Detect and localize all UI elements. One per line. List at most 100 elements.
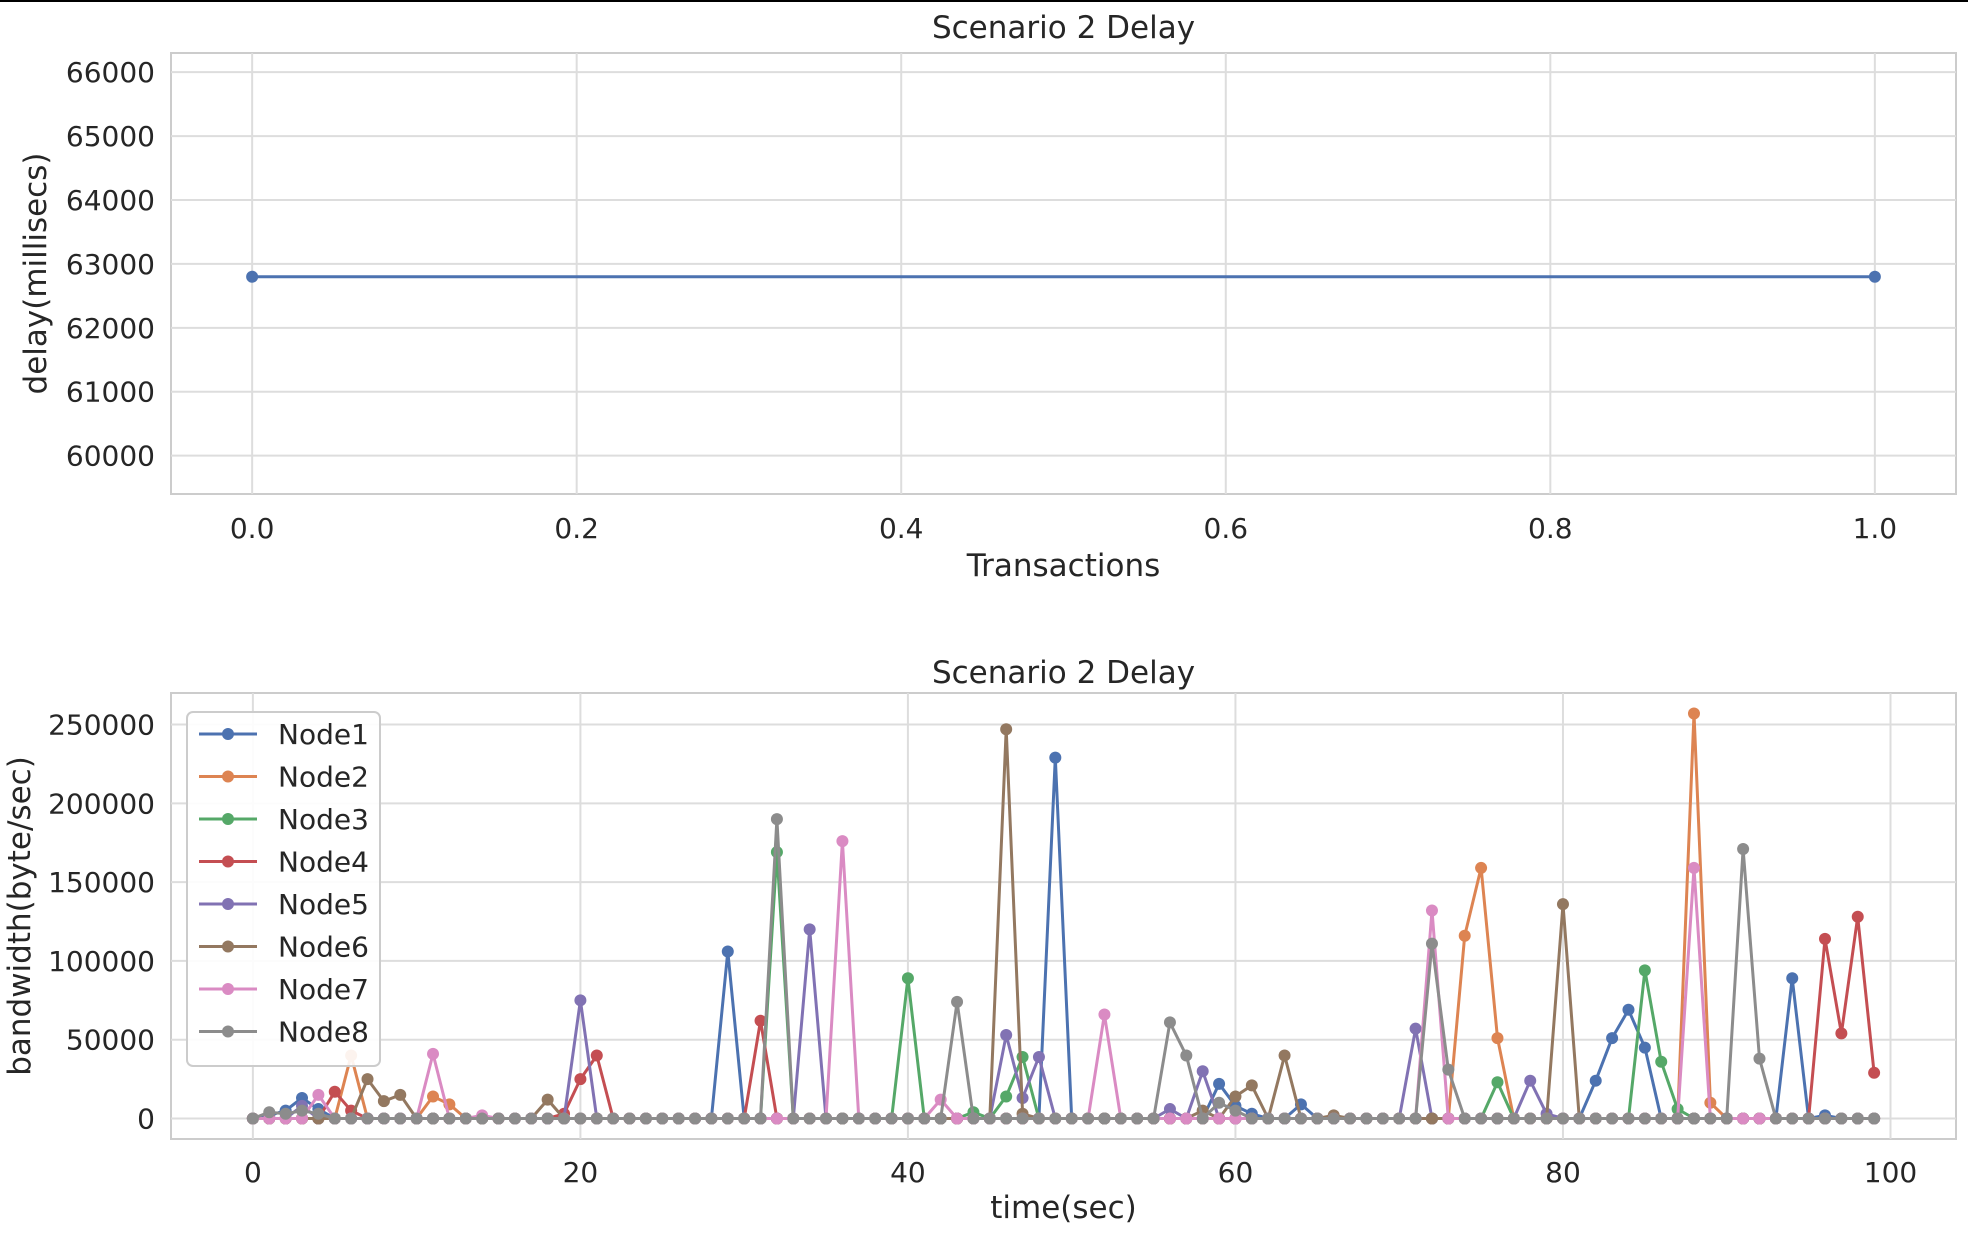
delay-y-axis-label: delay(millisecs): [18, 153, 54, 395]
legend-label: Node8: [278, 1016, 369, 1049]
data-point: [836, 1112, 849, 1125]
data-point: [1196, 1065, 1209, 1078]
data-point: [1065, 1112, 1078, 1125]
data-point: [836, 835, 849, 848]
data-point: [1573, 1112, 1586, 1125]
data-point: [1213, 1112, 1226, 1125]
data-point: [1016, 1051, 1029, 1064]
delay-x-axis-label: Transactions: [966, 548, 1161, 584]
legend-marker: [222, 770, 234, 783]
data-point: [1524, 1074, 1537, 1087]
legend-marker: [222, 1025, 234, 1038]
data-point: [721, 945, 734, 958]
legend-label: Node5: [278, 888, 369, 921]
data-point: [1245, 1112, 1258, 1125]
data-point: [820, 1112, 833, 1125]
data-point: [1606, 1112, 1619, 1125]
data-point: [1556, 1112, 1569, 1125]
data-point: [951, 1112, 964, 1125]
data-point: [345, 1112, 358, 1125]
data-point: [1376, 1112, 1389, 1125]
data-point: [1818, 932, 1831, 945]
data-point: [1213, 1096, 1226, 1109]
data-point: [410, 1112, 423, 1125]
legend-label: Node6: [278, 931, 369, 964]
data-point: [312, 1088, 325, 1101]
data-point: [1442, 1112, 1455, 1125]
data-point: [656, 1112, 669, 1125]
data-point: [1835, 1112, 1848, 1125]
legend-label: Node4: [278, 846, 369, 879]
data-point: [541, 1112, 554, 1125]
bandwidth-chart-title: Scenario 2 Delay: [932, 655, 1195, 691]
data-point: [1704, 1112, 1717, 1125]
data-point: [1114, 1112, 1127, 1125]
data-point: [1556, 898, 1569, 911]
data-point: [574, 1112, 587, 1125]
y-tick-label: 50000: [66, 1024, 155, 1057]
x-tick-label: 0.4: [879, 512, 924, 545]
data-point: [1163, 1103, 1176, 1116]
series-line-node8: [252, 817, 1875, 1120]
data-point: [1327, 1112, 1340, 1125]
bandwidth-chart: 0 20 40 60 80 100 0 50000 100000 150000 200000 250…: [2, 655, 1957, 1226]
data-point: [1524, 1112, 1537, 1125]
data-point: [852, 1112, 865, 1125]
data-point: [1818, 1112, 1831, 1125]
data-point: [1786, 972, 1799, 985]
y-tick-label: 65000: [66, 120, 155, 153]
data-point: [1425, 937, 1438, 950]
data-point: [1049, 1112, 1062, 1125]
data-point: [1213, 1077, 1226, 1090]
data-point: [590, 1049, 603, 1062]
data-point: [1687, 1112, 1700, 1125]
y-tick-label: 0: [137, 1103, 155, 1136]
x-tick-label: 0.2: [554, 512, 599, 545]
data-point: [1278, 1112, 1291, 1125]
data-point: [1638, 1041, 1651, 1054]
data-point: [1229, 1104, 1242, 1117]
data-point: [623, 1112, 636, 1125]
legend-marker: [222, 813, 234, 825]
data-point: [1671, 1112, 1684, 1125]
data-point: [377, 1095, 390, 1108]
bandwidth-x-ticks: 0 20 40 60 80 100: [244, 1156, 1917, 1189]
data-point: [1262, 1112, 1275, 1125]
data-point: [1835, 1027, 1848, 1040]
data-point: [1802, 1112, 1815, 1125]
data-point: [1344, 1112, 1357, 1125]
data-point: [1032, 1051, 1045, 1064]
data-point: [1458, 1112, 1471, 1125]
data-point: [672, 1112, 685, 1125]
data-point: [1540, 1112, 1553, 1125]
data-point: [1655, 1055, 1668, 1068]
data-point: [1491, 1076, 1504, 1089]
legend-label: Node7: [278, 973, 369, 1006]
data-point: [459, 1112, 472, 1125]
data-point: [394, 1112, 407, 1125]
data-point: [312, 1107, 325, 1120]
data-point: [1868, 270, 1881, 283]
y-tick-label: 61000: [66, 376, 155, 409]
data-point: [901, 1112, 914, 1125]
delay-series: [246, 270, 1881, 283]
data-point: [1000, 1112, 1013, 1125]
data-point: [901, 972, 914, 985]
x-tick-label: 0.6: [1204, 512, 1249, 545]
data-point: [525, 1112, 538, 1125]
data-point: [1278, 1049, 1291, 1062]
data-point: [1622, 1112, 1635, 1125]
data-point: [1655, 1112, 1668, 1125]
data-point: [639, 1112, 652, 1125]
data-point: [476, 1112, 489, 1125]
y-tick-label: 64000: [66, 184, 155, 217]
data-point: [246, 1112, 259, 1125]
x-tick-label: 80: [1545, 1156, 1581, 1189]
legend-marker: [222, 855, 234, 868]
data-point: [427, 1090, 440, 1103]
delay-y-ticks: 60000 61000 62000 63000 64000 65000 66000: [66, 56, 155, 472]
legend-box: [186, 711, 381, 1067]
bandwidth-legend: Node1 Node2 Node3 Node4 Node5 Node6 Node7 Node8: [186, 711, 381, 1067]
data-point: [885, 1112, 898, 1125]
x-tick-label: 100: [1864, 1156, 1917, 1189]
